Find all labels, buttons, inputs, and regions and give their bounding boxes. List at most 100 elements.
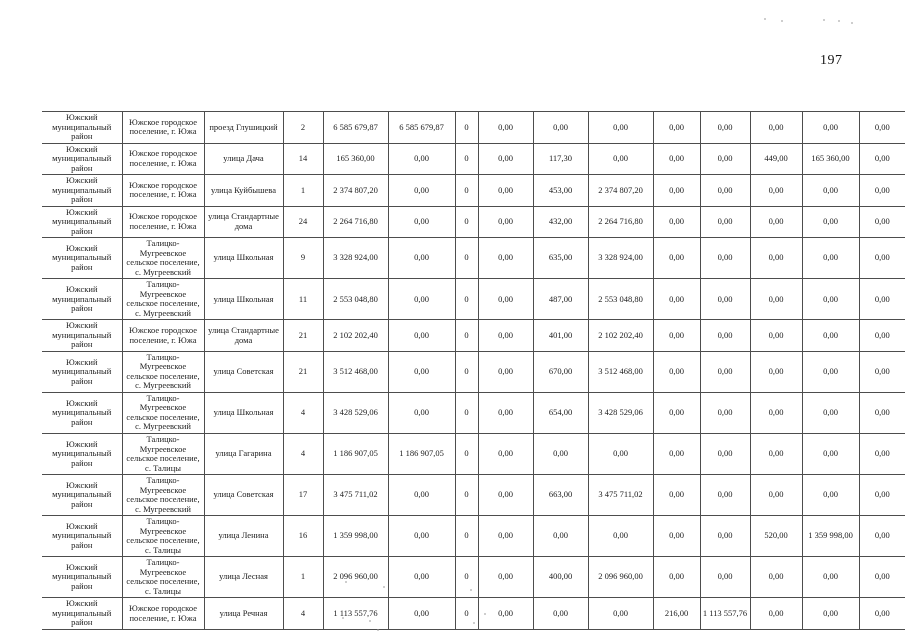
value-cell: 0,00 xyxy=(477,142,534,176)
value-cell: 0 xyxy=(454,432,479,476)
value-cell: 0,00 xyxy=(477,278,534,321)
value-cell: 2 264 716,80 xyxy=(587,205,654,239)
value-cell: 0,00 xyxy=(749,556,803,599)
district-cell: Южский муниципальный район xyxy=(42,432,123,476)
value-cell: 0,00 xyxy=(858,432,905,476)
value-cell: 3 475 711,02 xyxy=(587,474,654,517)
value-cell: 3 328 924,00 xyxy=(587,237,654,280)
street-cell: улица Ленина xyxy=(203,515,284,558)
value-cell: 0,00 xyxy=(749,391,803,434)
value-cell: 0,00 xyxy=(652,515,701,558)
value-cell: 2 553 048,80 xyxy=(587,278,654,321)
street-cell: улица Стандартные дома xyxy=(203,319,284,352)
value-cell: 2 096 960,00 xyxy=(322,556,389,599)
district-cell: Южский муниципальный район xyxy=(42,474,123,517)
value-cell: 0 xyxy=(454,474,479,517)
value-cell: 0,00 xyxy=(652,474,701,517)
value-cell: 0,00 xyxy=(801,432,860,476)
value-cell: 3 512 468,00 xyxy=(322,350,389,393)
value-cell: 0,00 xyxy=(699,391,751,434)
scan-speck xyxy=(781,20,783,22)
value-cell: 0,00 xyxy=(858,515,905,558)
settlement-cell: Южское городское поселение, г. Южа xyxy=(121,174,205,207)
settlement-cell: Талицко-Мугреевское сельское поселение, … xyxy=(121,474,205,517)
value-cell: 0,00 xyxy=(387,174,456,207)
value-cell: 6 585 679,87 xyxy=(322,111,389,144)
value-cell: 0,00 xyxy=(477,474,534,517)
value-cell: 0 xyxy=(454,237,479,280)
value-cell: 0,00 xyxy=(858,111,905,144)
house-number-cell: 9 xyxy=(282,237,324,280)
scan-speck xyxy=(345,581,347,583)
street-cell: улица Советская xyxy=(203,474,284,517)
table-row: Южский муниципальный район Талицко-Мугрее… xyxy=(42,474,905,517)
value-cell: 0,00 xyxy=(387,597,456,630)
scan-speck xyxy=(383,586,385,588)
value-cell: 0,00 xyxy=(801,278,860,321)
street-cell: улица Куйбышева xyxy=(203,174,284,207)
value-cell: 0,00 xyxy=(699,319,751,352)
value-cell: 0,00 xyxy=(477,391,534,434)
settlement-cell: Южское городское поселение, г. Южа xyxy=(121,319,205,352)
value-cell: 1 186 907,05 xyxy=(387,432,456,476)
district-cell: Южский муниципальный район xyxy=(42,350,123,393)
house-number-cell: 4 xyxy=(282,432,324,476)
district-cell: Южский муниципальный район xyxy=(42,319,123,352)
settlement-cell: Талицко-Мугреевское сельское поселение, … xyxy=(121,432,205,476)
value-cell: 635,00 xyxy=(532,237,589,280)
value-cell: 0 xyxy=(454,319,479,352)
house-number-cell: 14 xyxy=(282,142,324,176)
value-cell: 400,00 xyxy=(532,556,589,599)
house-number-cell: 4 xyxy=(282,391,324,434)
value-cell: 0,00 xyxy=(858,205,905,239)
value-cell: 0,00 xyxy=(858,174,905,207)
value-cell: 6 585 679,87 xyxy=(387,111,456,144)
scan-speck xyxy=(473,622,475,624)
value-cell: 0 xyxy=(454,142,479,176)
settlement-cell: Талицко-Мугреевское сельское поселение, … xyxy=(121,237,205,280)
value-cell: 0,00 xyxy=(477,350,534,393)
value-cell: 0,00 xyxy=(699,174,751,207)
street-cell: улица Школьная xyxy=(203,278,284,321)
value-cell: 2 374 807,20 xyxy=(322,174,389,207)
table-row: Южский муниципальный район Талицко-Мугрее… xyxy=(42,556,905,599)
value-cell: 0,00 xyxy=(858,597,905,630)
value-cell: 0,00 xyxy=(387,391,456,434)
value-cell: 0,00 xyxy=(652,237,701,280)
value-cell: 0,00 xyxy=(749,174,803,207)
value-cell: 0,00 xyxy=(801,350,860,393)
value-cell: 0,00 xyxy=(587,597,654,630)
value-cell: 0,00 xyxy=(477,111,534,144)
value-cell: 663,00 xyxy=(532,474,589,517)
table-body: Южский муниципальный район Южское городск… xyxy=(42,111,905,630)
value-cell: 0 xyxy=(454,556,479,599)
value-cell: 0 xyxy=(454,278,479,321)
value-cell: 0,00 xyxy=(587,515,654,558)
value-cell: 0 xyxy=(454,111,479,144)
value-cell: 2 096 960,00 xyxy=(587,556,654,599)
value-cell: 0,00 xyxy=(858,142,905,176)
value-cell: 0,00 xyxy=(652,391,701,434)
street-cell: проезд Глушицкий xyxy=(203,111,284,144)
value-cell: 3 428 529,06 xyxy=(587,391,654,434)
scan-speck xyxy=(342,617,344,619)
value-cell: 654,00 xyxy=(532,391,589,434)
value-cell: 487,00 xyxy=(532,278,589,321)
value-cell: 0,00 xyxy=(801,174,860,207)
value-cell: 3 328 924,00 xyxy=(322,237,389,280)
value-cell: 0,00 xyxy=(749,474,803,517)
value-cell: 0,00 xyxy=(477,205,534,239)
settlement-cell: Южское городское поселение, г. Южа xyxy=(121,597,205,630)
value-cell: 0,00 xyxy=(652,319,701,352)
settlement-cell: Южское городское поселение, г. Южа xyxy=(121,142,205,176)
table-row: Южский муниципальный район Южское городск… xyxy=(42,205,905,239)
value-cell: 0,00 xyxy=(749,278,803,321)
value-cell: 0,00 xyxy=(801,319,860,352)
scan-speck xyxy=(851,22,853,24)
district-cell: Южский муниципальный район xyxy=(42,278,123,321)
value-cell: 0,00 xyxy=(749,432,803,476)
value-cell: 0,00 xyxy=(477,515,534,558)
district-cell: Южский муниципальный район xyxy=(42,174,123,207)
value-cell: 0,00 xyxy=(699,432,751,476)
value-cell: 0,00 xyxy=(749,237,803,280)
